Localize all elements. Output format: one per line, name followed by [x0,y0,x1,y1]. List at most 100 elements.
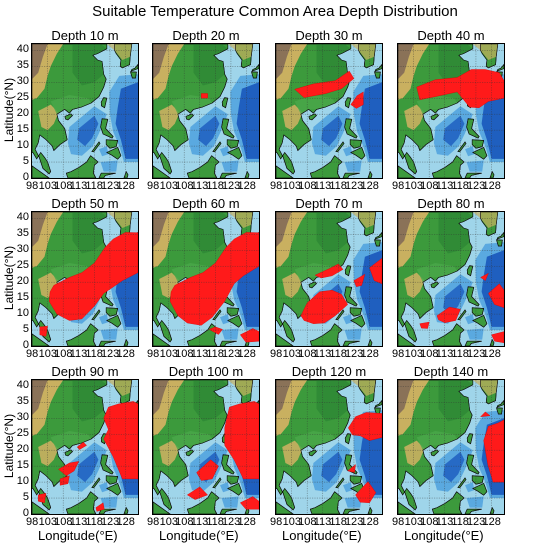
map-panel [275,379,383,515]
x-tick-label: 98 [147,180,160,192]
x-tick-label: 128 [360,348,379,360]
panel-title: Depth 40 m [417,28,485,43]
x-tick-label: 123 [221,180,241,192]
x-tick-label: 113 [313,348,332,360]
x-tick-label: 123 [100,516,120,528]
x-tick-label: 103 [404,180,423,192]
x-tick-label: 113 [69,516,88,528]
x-tick-label: 103 [38,180,57,192]
x-tick-label: 128 [482,180,501,192]
x-tick-label: 128 [360,516,379,528]
y-tick-label: 5 [22,323,29,336]
suitable-area-region [59,475,70,486]
map-svg [32,212,138,346]
map-panel [152,43,260,179]
map-panel [31,43,139,179]
x-tick-label: 98 [392,180,405,192]
x-tick-label: 128 [237,348,256,360]
x-tick-label: 103 [404,348,423,360]
x-tick-label: 108 [420,348,439,360]
x-tick-label: 103 [282,516,301,528]
x-tick-label: 98 [270,516,283,528]
x-tick-label: 118 [85,348,103,360]
x-tick-label: 128 [482,348,501,360]
x-tick-label: 123 [344,348,364,360]
x-tick-label: 128 [116,348,135,360]
y-axis-label: Latitude(°N) [2,77,16,143]
y-tick-label: 35 [16,59,29,72]
x-tick-label: 123 [100,348,120,360]
x-tick-label: 128 [237,180,256,192]
x-tick-label: 103 [38,516,57,528]
x-tick-label: 118 [329,180,347,192]
x-tick-label: 113 [313,516,332,528]
x-tick-label: 98 [26,180,39,192]
x-tick-label: 108 [54,348,73,360]
x-tick-label: 103 [159,180,178,192]
x-tick-label: 118 [206,348,224,360]
y-tick-label: 35 [16,227,29,240]
x-tick-label: 98 [392,348,405,360]
panel-title: Depth 50 m [51,196,119,211]
suitable-area-region [239,328,259,343]
x-tick-label: 128 [116,180,135,192]
map-svg [153,212,259,346]
y-tick-label: 0 [22,507,29,519]
map-svg [276,44,382,178]
panel-title: Depth 90 m [51,364,119,379]
x-axis-label: Longitude(°E) [38,528,118,543]
x-tick-label: 118 [85,516,103,528]
x-tick-label: 113 [313,180,332,192]
map-panel [397,379,505,515]
map-panel [31,211,139,347]
suitable-area-region [436,306,461,323]
y-tick-label: 5 [22,491,29,504]
x-tick-label: 128 [360,180,379,192]
map-svg [398,380,504,514]
x-tick-label: 103 [38,348,57,360]
suitable-area-region [300,289,348,324]
x-tick-label: 113 [190,348,209,360]
y-tick-label: 25 [16,427,29,440]
x-tick-label: 123 [221,516,241,528]
y-tick-label: 30 [16,411,29,424]
x-tick-label: 118 [451,516,469,528]
suitable-area-region [314,263,344,279]
panel-title: Depth 20 m [172,28,240,43]
y-tick-label: 10 [16,307,29,320]
x-axis-label: Longitude(°E) [282,528,362,543]
x-tick-label: 123 [100,180,120,192]
x-tick-label: 103 [404,516,423,528]
map-panel [275,211,383,347]
y-tick-label: 20 [16,275,29,288]
x-tick-label: 128 [237,516,256,528]
panel-title: Depth 70 m [295,196,363,211]
x-tick-label: 108 [298,180,317,192]
suitable-area-region [39,325,48,337]
map-svg [32,380,138,514]
map-svg [32,44,138,178]
map-svg [276,212,382,346]
x-tick-label: 98 [26,516,39,528]
x-axis-label: Longitude(°E) [159,528,239,543]
x-tick-label: 103 [282,348,301,360]
suitable-area-region [355,481,377,504]
y-tick-label: 40 [16,211,29,224]
x-tick-label: 128 [116,516,135,528]
map-panel [31,379,139,515]
x-tick-label: 123 [221,348,241,360]
suitable-area-region [353,273,366,287]
suitable-area-region [76,441,87,450]
suitable-area-region [480,411,491,417]
x-tick-label: 123 [466,516,486,528]
suitable-area-region [347,464,356,473]
map-svg [398,212,504,346]
y-tick-label: 10 [16,139,29,152]
x-tick-label: 103 [159,516,178,528]
panel-title: Depth 100 m [168,364,244,379]
suitable-area-region [58,461,80,476]
x-tick-label: 98 [392,516,405,528]
y-tick-label: 20 [16,443,29,456]
y-tick-label: 30 [16,75,29,88]
x-tick-label: 108 [54,516,73,528]
